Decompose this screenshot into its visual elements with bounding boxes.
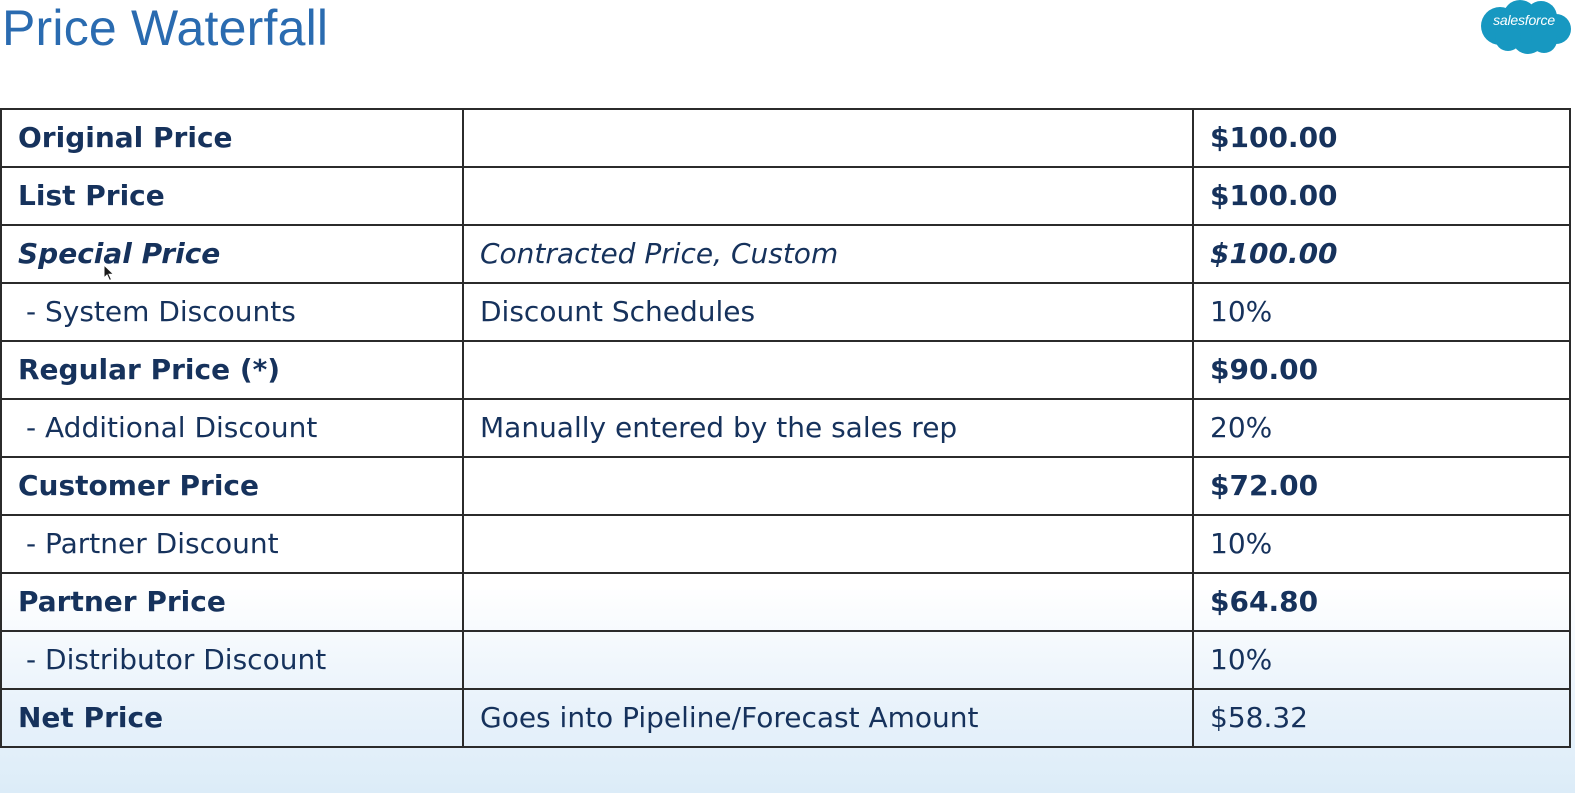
row-description (462, 166, 1194, 226)
row-label: - Distributor Discount (0, 630, 464, 690)
row-description (462, 514, 1194, 574)
table-row: Special Price Contracted Price, Custom $10… (0, 224, 1571, 284)
row-label: - Additional Discount (0, 398, 464, 458)
row-description: Manually entered by the sales rep (462, 398, 1194, 458)
row-value: $72.00 (1192, 456, 1571, 516)
row-description (462, 630, 1194, 690)
table-row: - Partner Discount 10% (0, 514, 1571, 574)
row-value: 10% (1192, 514, 1571, 574)
row-description: Discount Schedules (462, 282, 1194, 342)
row-description (462, 340, 1194, 400)
row-description: Contracted Price, Custom (462, 224, 1194, 284)
table-row: Regular Price (*) $90.00 (0, 340, 1571, 400)
logo-text: salesforce (1493, 12, 1555, 28)
row-description (462, 456, 1194, 516)
table-row: - Distributor Discount 10% (0, 630, 1571, 690)
row-value: $90.00 (1192, 340, 1571, 400)
row-label: Regular Price (*) (0, 340, 464, 400)
table-row: - Additional Discount Manually entered by… (0, 398, 1571, 458)
row-label: - Partner Discount (0, 514, 464, 574)
row-label: List Price (0, 166, 464, 226)
table-row: Customer Price $72.00 (0, 456, 1571, 516)
table-row: Original Price $100.00 (0, 108, 1571, 168)
row-value: 10% (1192, 630, 1571, 690)
salesforce-logo: salesforce (1478, 0, 1573, 60)
row-label: Partner Price (0, 572, 464, 632)
row-description: Goes into Pipeline/Forecast Amount (462, 688, 1194, 748)
row-value: $100.00 (1192, 108, 1571, 168)
row-value: $58.32 (1192, 688, 1571, 748)
row-value: $100.00 (1192, 166, 1571, 226)
row-label: Special Price (0, 224, 464, 284)
table-row: Net Price Goes into Pipeline/Forecast Amo… (0, 688, 1571, 748)
price-waterfall-table: Original Price $100.00 List Price $100.00 Sp… (0, 108, 1571, 748)
row-value: 10% (1192, 282, 1571, 342)
row-label: Net Price (0, 688, 464, 748)
row-value: 20% (1192, 398, 1571, 458)
row-label: - System Discounts (0, 282, 464, 342)
mouse-pointer-icon (103, 264, 115, 282)
row-label: Original Price (0, 108, 464, 168)
row-value: $100.00 (1192, 224, 1571, 284)
row-label: Customer Price (0, 456, 464, 516)
table-row: - System Discounts Discount Schedules 10% (0, 282, 1571, 342)
row-value: $64.80 (1192, 572, 1571, 632)
table-row: Partner Price $64.80 (0, 572, 1571, 632)
row-description (462, 572, 1194, 632)
table-row: List Price $100.00 (0, 166, 1571, 226)
slide-title: Price Waterfall (2, 0, 329, 56)
salesforce-cloud-icon (1481, 0, 1571, 54)
row-description (462, 108, 1194, 168)
